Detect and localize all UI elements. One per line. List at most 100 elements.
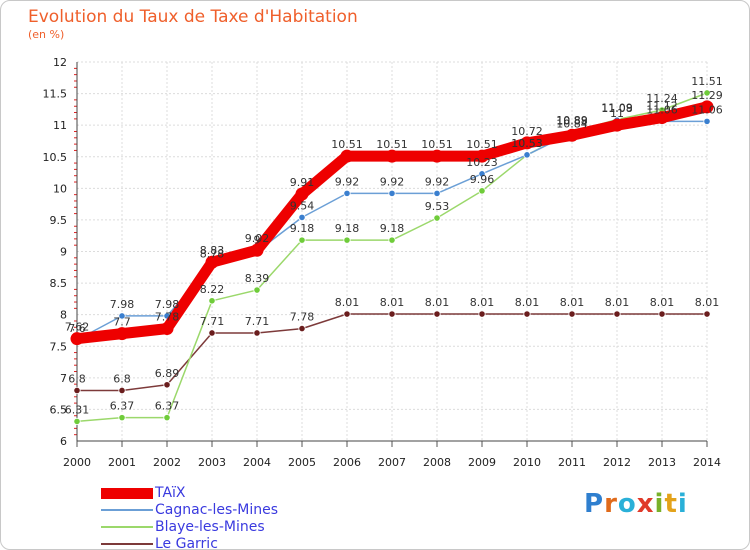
legend-label: Blaye-les-Mines	[155, 519, 265, 535]
data-label-0: 10.51	[376, 138, 408, 151]
data-point-2	[73, 417, 81, 426]
y-tick-label: 6.5	[50, 403, 68, 416]
data-point-0	[520, 136, 534, 150]
data-label-3: 8.01	[650, 296, 675, 309]
brand-letter: x	[636, 489, 655, 519]
data-point-3	[298, 324, 306, 333]
data-label-1: 10.23	[466, 156, 498, 169]
data-label-0: 7.78	[155, 311, 180, 324]
data-label-1: 7.6	[68, 322, 86, 335]
data-label-1: 9.92	[425, 175, 450, 188]
data-label-1: 9	[254, 234, 261, 247]
brand-letter: i	[654, 489, 665, 519]
data-point-3	[523, 310, 531, 318]
legend-swatch	[101, 509, 153, 511]
legend-swatch	[101, 543, 153, 545]
data-point-1	[478, 170, 486, 178]
data-point-3	[703, 310, 711, 318]
data-label-2: 8.22	[200, 283, 225, 296]
data-label-1: 10.53	[511, 137, 543, 150]
data-point-2	[253, 286, 261, 294]
data-label-0: 10.51	[331, 138, 363, 151]
data-point-1	[703, 117, 711, 125]
data-point-2	[343, 236, 351, 244]
data-label-0: 11	[610, 107, 624, 120]
data-point-3	[388, 310, 396, 318]
data-point-2	[163, 414, 171, 422]
data-label-3: 6.8	[113, 372, 131, 385]
x-tick-label: 2002	[153, 456, 181, 469]
data-label-1: 11.06	[646, 103, 678, 116]
x-tick-label: 2007	[378, 456, 406, 469]
data-label-2: 11.51	[691, 75, 723, 88]
data-label-3: 8.01	[470, 296, 495, 309]
y-tick-label: 11.5	[43, 88, 68, 101]
data-label-2: 11.24	[646, 92, 678, 105]
data-point-0	[700, 100, 714, 114]
y-tick-label: 7	[60, 372, 67, 385]
legend-item: Cagnac-les-Mines	[101, 502, 361, 518]
label-layer: 7.62 7.7 7.78 8.83 9.02 9.91 10.51 10.51 10.51 10…	[65, 75, 723, 416]
x-tick-label: 2004	[243, 456, 271, 469]
legend-swatch	[101, 526, 153, 528]
data-label-0: 9.02	[245, 232, 270, 245]
data-point-2	[118, 414, 126, 422]
data-label-1: 9.54	[290, 199, 315, 212]
data-point-3	[568, 310, 576, 318]
x-tick-label: 2005	[288, 456, 316, 469]
data-label-0: 10.84	[556, 117, 588, 130]
data-point-0	[160, 322, 174, 336]
data-label-0: 9.91	[290, 176, 315, 189]
x-tick-label: 2006	[333, 456, 361, 469]
data-label-0: 7.7	[113, 316, 131, 329]
data-point-0	[115, 327, 129, 341]
legend-swatch	[101, 487, 153, 499]
y-tick-label: 7.5	[50, 340, 68, 353]
data-label-3: 6.8	[68, 372, 86, 385]
data-point-1	[343, 189, 351, 197]
brand-logo: Proxiti	[584, 489, 688, 519]
chart-subtitle: (en %)	[28, 28, 65, 41]
data-point-1	[433, 189, 441, 197]
y-tick-label: 8.5	[50, 277, 68, 290]
data-label-1: 7.98	[110, 298, 135, 311]
brand-letter: i	[677, 489, 688, 519]
data-point-2	[478, 187, 486, 195]
data-point-0	[655, 111, 669, 125]
y-tick-label: 9	[60, 246, 67, 259]
data-label-3: 7.71	[200, 315, 225, 328]
data-label-2: 9.18	[290, 222, 315, 235]
brand-letter: r	[604, 489, 618, 519]
data-point-2	[433, 214, 441, 222]
data-label-3: 7.78	[290, 311, 315, 324]
series-layer	[70, 89, 714, 426]
x-tick-label: 2014	[693, 456, 721, 469]
y-tick-label: 9.5	[50, 214, 68, 227]
y-tick-label: 10.5	[43, 151, 68, 164]
data-label-2: 6.31	[65, 403, 90, 416]
data-label-1: 9.92	[380, 175, 405, 188]
data-point-3	[208, 329, 216, 337]
data-label-3: 8.01	[425, 296, 450, 309]
data-label-2: 9.96	[470, 173, 495, 186]
data-label-2: 10.89	[556, 114, 588, 127]
data-point-1	[388, 189, 396, 197]
data-label-0: 8.83	[200, 244, 225, 257]
y-tick-label: 6	[60, 435, 67, 448]
data-point-0	[70, 332, 84, 346]
data-point-0	[385, 149, 399, 163]
brand-letter: t	[664, 489, 678, 519]
x-tick-label: 2011	[558, 456, 586, 469]
data-point-0	[475, 149, 489, 163]
data-point-3	[253, 329, 261, 337]
x-tick-label: 2012	[603, 456, 631, 469]
data-label-3: 8.01	[335, 296, 360, 309]
data-point-0	[430, 149, 444, 163]
data-point-3	[478, 310, 486, 318]
data-point-2	[298, 236, 306, 244]
data-point-1	[298, 213, 306, 221]
brand-letter: P	[584, 489, 605, 519]
data-point-3	[163, 381, 171, 389]
